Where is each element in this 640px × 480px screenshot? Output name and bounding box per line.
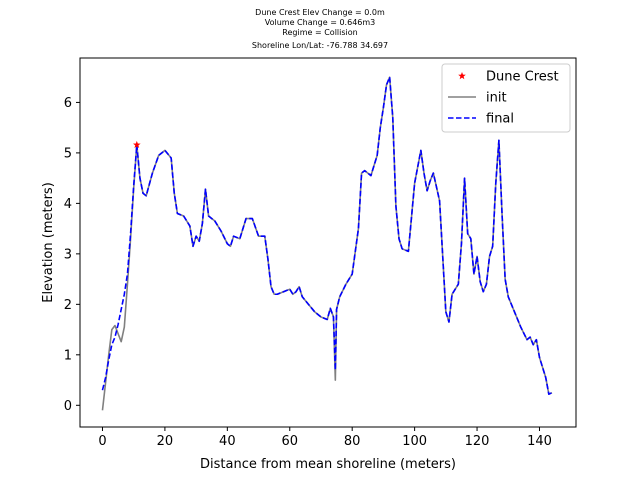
axes-frame — [79, 57, 577, 428]
x-tick-label: 120 — [465, 434, 490, 449]
x-tick-label: 20 — [157, 434, 174, 449]
legend-label: init — [486, 91, 507, 106]
legend-label: Dune Crest — [486, 70, 559, 85]
x-axis-label: Distance from mean shoreline (meters) — [200, 457, 456, 472]
x-tick-label: 60 — [281, 434, 298, 449]
title-line-regime: Regime = Collision — [282, 28, 358, 37]
y-tick-label: 1 — [64, 348, 72, 363]
y-axis-ticks: 0 1 2 3 4 5 6 — [64, 96, 80, 414]
x-tick-label: 140 — [527, 434, 552, 449]
x-tick-label: 100 — [402, 434, 427, 449]
y-tick-label: 6 — [64, 96, 72, 111]
y-tick-label: 2 — [64, 298, 72, 313]
legend-label: final — [486, 112, 514, 127]
legend-box — [441, 63, 571, 133]
title-line-volume-change: Volume Change = 0.646m3 — [264, 18, 376, 27]
title-line-shoreline-coords: Shoreline Lon/Lat: -76.788 34.697 — [251, 41, 389, 50]
legend-dune-crest-marker — [458, 72, 466, 80]
x-tick-label: 0 — [98, 434, 106, 449]
y-tick-label: 0 — [64, 399, 72, 414]
x-tick-label: 40 — [219, 434, 236, 449]
y-tick-label: 5 — [64, 146, 72, 161]
dune-crest-marker — [133, 140, 141, 149]
x-axis-ticks: 0 20 40 60 80 100 120 140 — [98, 427, 552, 449]
y-axis-label: Elevation (meters) — [41, 182, 56, 303]
x-tick-label: 80 — [344, 434, 361, 449]
legend: Dune Crest init final — [441, 63, 571, 133]
y-tick-label: 4 — [64, 197, 72, 212]
y-tick-label: 3 — [64, 247, 72, 262]
plot-lines — [101, 76, 553, 411]
title-line-dune-crest-change: Dune Crest Elev Change = 0.0m — [255, 8, 385, 17]
final-profile-line — [101, 76, 553, 395]
